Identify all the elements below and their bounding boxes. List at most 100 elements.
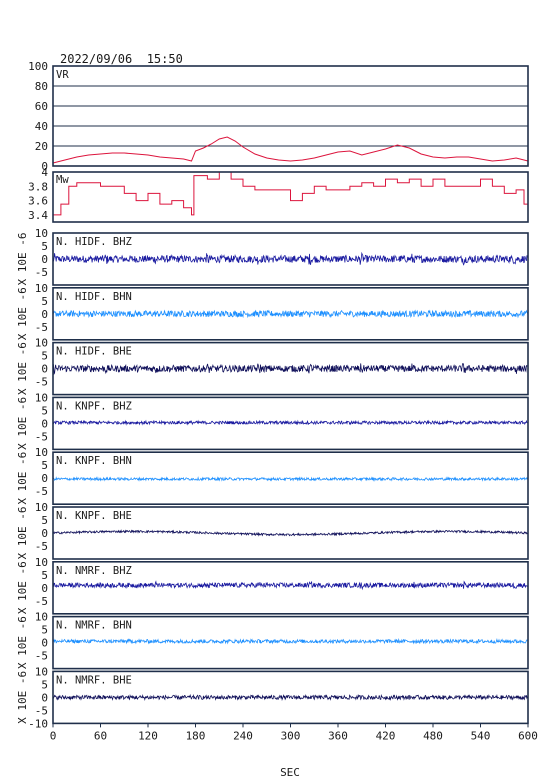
trace-y-axis-label: X 10E -6 xyxy=(16,452,29,505)
trace-y-tick-label: 10 xyxy=(35,611,48,624)
trace-y-tick-label: -5 xyxy=(35,321,48,334)
trace-frame xyxy=(52,286,529,341)
trace-y-tick-label: 0 xyxy=(41,253,48,266)
trace-waveform xyxy=(52,251,529,266)
trace-y-tick-label: 0 xyxy=(41,527,48,540)
trace-waveform xyxy=(52,693,529,702)
trace-frame xyxy=(52,560,529,615)
vr-y-tick-label: 0 xyxy=(41,160,48,173)
vr-y-tick-label: 40 xyxy=(35,120,48,133)
x-axis-label: SEC xyxy=(280,766,300,779)
trace-y-tick-label: 10 xyxy=(35,665,48,678)
trace-frame xyxy=(52,451,529,506)
trace-y-tick-label: 10 xyxy=(35,227,48,240)
mw-y-tick-label: 3.4 xyxy=(28,209,48,222)
trace-channel-label: N. HIDF. BHN xyxy=(56,291,132,303)
trace-y-tick-label: -5 xyxy=(35,595,48,608)
mw-y-tick-label: 3.6 xyxy=(28,195,48,208)
vr-y-tick-label: 60 xyxy=(35,100,48,113)
trace-y-tick-label: 5 xyxy=(41,569,48,582)
trace-y-tick-label: 5 xyxy=(41,678,48,691)
trace-y-tick-label: 5 xyxy=(41,295,48,308)
trace-y-tick-label: -5 xyxy=(35,540,48,553)
x-tick-label: 360 xyxy=(328,729,348,742)
trace-y-tick-label: -5 xyxy=(35,430,48,443)
trace-y-tick-label: 5 xyxy=(41,459,48,472)
vr-line xyxy=(52,136,529,164)
trace-y-axis-label: X 10E -6 xyxy=(16,507,29,560)
trace-frame xyxy=(52,396,529,451)
trace-y-axis-label: X 10E -6 xyxy=(16,671,29,724)
trace-y-tick-label: -5 xyxy=(35,650,48,663)
trace-frame xyxy=(52,232,529,286)
trace-y-tick-label: -5 xyxy=(35,376,48,389)
trace-y-tick-label: 10 xyxy=(35,556,48,569)
trace-waveform xyxy=(52,476,529,482)
x-tick-label: 300 xyxy=(281,729,301,742)
x-tick-label: 480 xyxy=(423,729,443,742)
trace-y-tick-label: 5 xyxy=(41,514,48,527)
trace-y-axis-label: X 10E -6 xyxy=(16,397,29,450)
vr-y-tick-label: 100 xyxy=(28,60,48,73)
mw-panel-label: Mw xyxy=(56,174,69,186)
trace-y-tick-label: -10 xyxy=(28,717,48,730)
mw-line xyxy=(53,171,528,216)
trace-waveform xyxy=(52,362,529,376)
mw-frame xyxy=(52,171,529,223)
trace-y-axis-label: X 10E -6 xyxy=(16,616,29,669)
vr-panel-label: VR xyxy=(56,69,69,81)
trace-y-tick-label: 10 xyxy=(35,501,48,514)
trace-y-axis-label: X 10E -6 xyxy=(16,233,29,286)
vr-frame xyxy=(52,65,529,167)
trace-channel-label: N. KNPF. BHN xyxy=(56,455,132,467)
trace-y-tick-label: 0 xyxy=(41,691,48,704)
x-tick-label: 420 xyxy=(376,729,396,742)
trace-y-tick-label: 0 xyxy=(41,417,48,430)
trace-y-tick-label: 10 xyxy=(35,282,48,295)
trace-channel-label: N. NMRF. BHN xyxy=(56,620,132,632)
trace-waveform xyxy=(52,580,529,591)
trace-waveform xyxy=(52,637,529,645)
trace-channel-label: N. HIDF. BHZ xyxy=(56,236,132,248)
trace-y-tick-label: 5 xyxy=(41,404,48,417)
trace-y-tick-label: 10 xyxy=(35,391,48,404)
trace-channel-label: N. KNPF. BHZ xyxy=(56,400,132,412)
trace-waveform xyxy=(52,309,529,319)
trace-channel-label: N. KNPF. BHE xyxy=(56,510,132,522)
trace-channel-label: N. HIDF. BHE xyxy=(56,346,132,358)
trace-y-tick-label: -5 xyxy=(35,485,48,498)
trace-waveform xyxy=(52,529,529,537)
trace-y-tick-label: 0 xyxy=(41,308,48,321)
trace-y-tick-label: 0 xyxy=(41,363,48,376)
mw-y-tick-label: 4 xyxy=(41,166,48,179)
x-tick-label: 600 xyxy=(518,729,538,742)
trace-y-tick-label: 10 xyxy=(35,446,48,459)
trace-waveform xyxy=(52,419,529,426)
vr-y-tick-label: 80 xyxy=(35,80,48,93)
trace-frame xyxy=(52,506,529,560)
trace-channel-label: N. NMRF. BHE xyxy=(56,674,132,686)
trace-y-axis-label: X 10E -6 xyxy=(16,287,29,340)
trace-y-tick-label: 5 xyxy=(41,624,48,637)
trace-y-tick-label: 0 xyxy=(41,637,48,650)
x-tick-label: 180 xyxy=(186,729,206,742)
vr-panel: 0 20 40 60 80 100 VR xyxy=(28,60,529,173)
trace-channel-label: N. NMRF. BHZ xyxy=(56,565,132,577)
trace-y-axis-label: X 10E -6 xyxy=(16,561,29,614)
vr-y-tick-label: 20 xyxy=(35,140,48,153)
trace-y-tick-label: 0 xyxy=(41,472,48,485)
x-tick-label: 0 xyxy=(50,729,57,742)
trace-y-axis-label: X 10E -6 xyxy=(16,342,29,395)
trace-frame xyxy=(52,341,529,396)
